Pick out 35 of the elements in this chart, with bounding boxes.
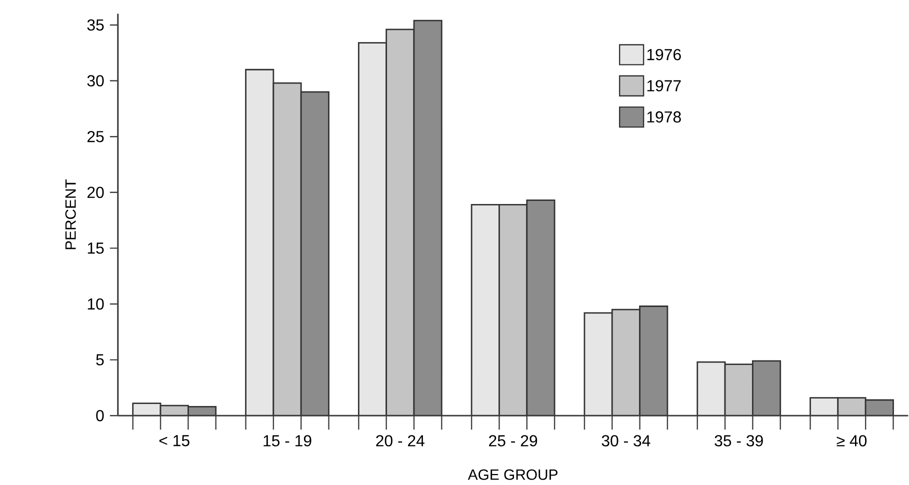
bar xyxy=(639,305,668,416)
bar xyxy=(526,199,556,416)
bar xyxy=(245,68,274,416)
legend-label: 1977 xyxy=(647,80,681,92)
y-tick-label: 5 xyxy=(96,354,104,366)
x-tick-label: < 15 xyxy=(159,435,190,446)
bar xyxy=(752,360,782,416)
x-tick-label: 15 - 19 xyxy=(264,435,312,446)
x-tick-label: 30 - 34 xyxy=(602,435,650,446)
x-tick-label: ≥ 40 xyxy=(836,435,867,446)
x-axis-title: AGE GROUP xyxy=(468,469,558,480)
y-tick-label: 0 xyxy=(96,410,104,422)
bar xyxy=(724,363,754,416)
bar xyxy=(300,91,330,416)
x-tick-label: 35 - 39 xyxy=(714,435,763,446)
x-tick-label: 20 - 24 xyxy=(376,435,424,446)
x-tick-label: 25 - 29 xyxy=(489,435,538,446)
bar xyxy=(272,82,302,416)
bar xyxy=(611,308,640,416)
legend-label: 1976 xyxy=(647,48,681,60)
y-tick-label: 25 xyxy=(87,130,104,142)
y-axis-title: PERCENT xyxy=(65,179,76,250)
bar xyxy=(413,20,442,416)
y-tick-label: 15 xyxy=(88,242,104,254)
y-tick-label: 10 xyxy=(88,298,104,310)
y-tick-label: 30 xyxy=(87,75,104,86)
bar xyxy=(696,361,726,416)
bar xyxy=(386,28,415,416)
y-tick-label: 20 xyxy=(87,186,104,198)
legend-label: 1978 xyxy=(647,111,681,122)
bar xyxy=(584,312,613,416)
y-tick-label: 35 xyxy=(87,19,104,31)
bar xyxy=(358,42,388,416)
bar xyxy=(498,204,528,416)
bar xyxy=(470,204,500,416)
